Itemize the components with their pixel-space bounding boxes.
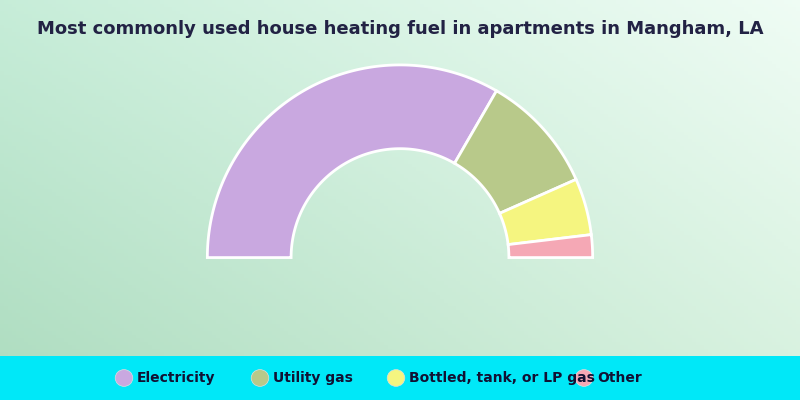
Polygon shape	[499, 179, 591, 245]
Ellipse shape	[387, 370, 405, 386]
Text: Most commonly used house heating fuel in apartments in Mangham, LA: Most commonly used house heating fuel in…	[37, 20, 763, 38]
Ellipse shape	[251, 370, 269, 386]
Text: Bottled, tank, or LP gas: Bottled, tank, or LP gas	[409, 371, 594, 385]
Text: Electricity: Electricity	[137, 371, 215, 385]
Text: Other: Other	[597, 371, 642, 385]
Text: Utility gas: Utility gas	[273, 371, 353, 385]
Polygon shape	[508, 235, 593, 258]
Ellipse shape	[115, 370, 133, 386]
Polygon shape	[454, 91, 576, 213]
Ellipse shape	[575, 370, 593, 386]
Polygon shape	[207, 65, 497, 258]
